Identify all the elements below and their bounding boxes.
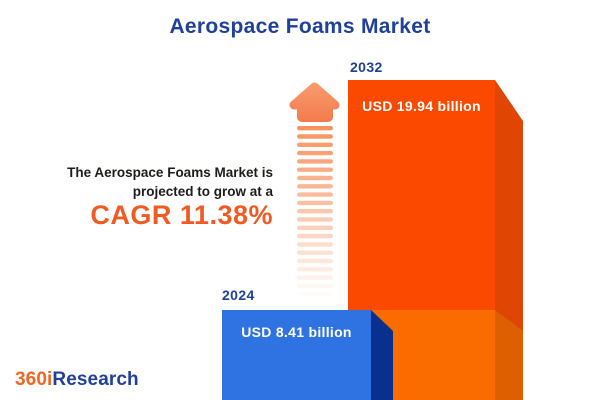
page-title: Aerospace Foams Market bbox=[169, 15, 431, 38]
bar-2024 bbox=[222, 310, 393, 400]
brand-logo-suffix: Research bbox=[52, 369, 139, 390]
value-label-2024: USD 8.41 billion bbox=[241, 324, 352, 340]
brand-logo: 360iResearch bbox=[15, 369, 139, 391]
brand-logo-prefix: 360i bbox=[15, 369, 53, 390]
value-label-2032: USD 19.94 billion bbox=[362, 98, 481, 114]
year-label-2032: 2032 bbox=[350, 59, 383, 75]
bar-2024-side bbox=[371, 310, 393, 400]
bar-2032-front-top bbox=[348, 80, 495, 310]
growth-arrow-icon bbox=[289, 82, 340, 289]
cagr-value: CAGR 11.38% bbox=[90, 200, 273, 230]
bar-2024-front bbox=[222, 310, 371, 400]
year-label-2024: 2024 bbox=[222, 287, 255, 303]
bar-2032 bbox=[348, 80, 523, 400]
growth-description: The Aerospace Foams Market is projected … bbox=[67, 163, 273, 230]
description-line-1: The Aerospace Foams Market is bbox=[67, 165, 273, 180]
description-line-2: projected to grow at a bbox=[132, 184, 273, 199]
arrow-stripes bbox=[297, 126, 333, 289]
bar-2032-side-bottom bbox=[495, 310, 523, 400]
arrow-head bbox=[289, 82, 340, 110]
